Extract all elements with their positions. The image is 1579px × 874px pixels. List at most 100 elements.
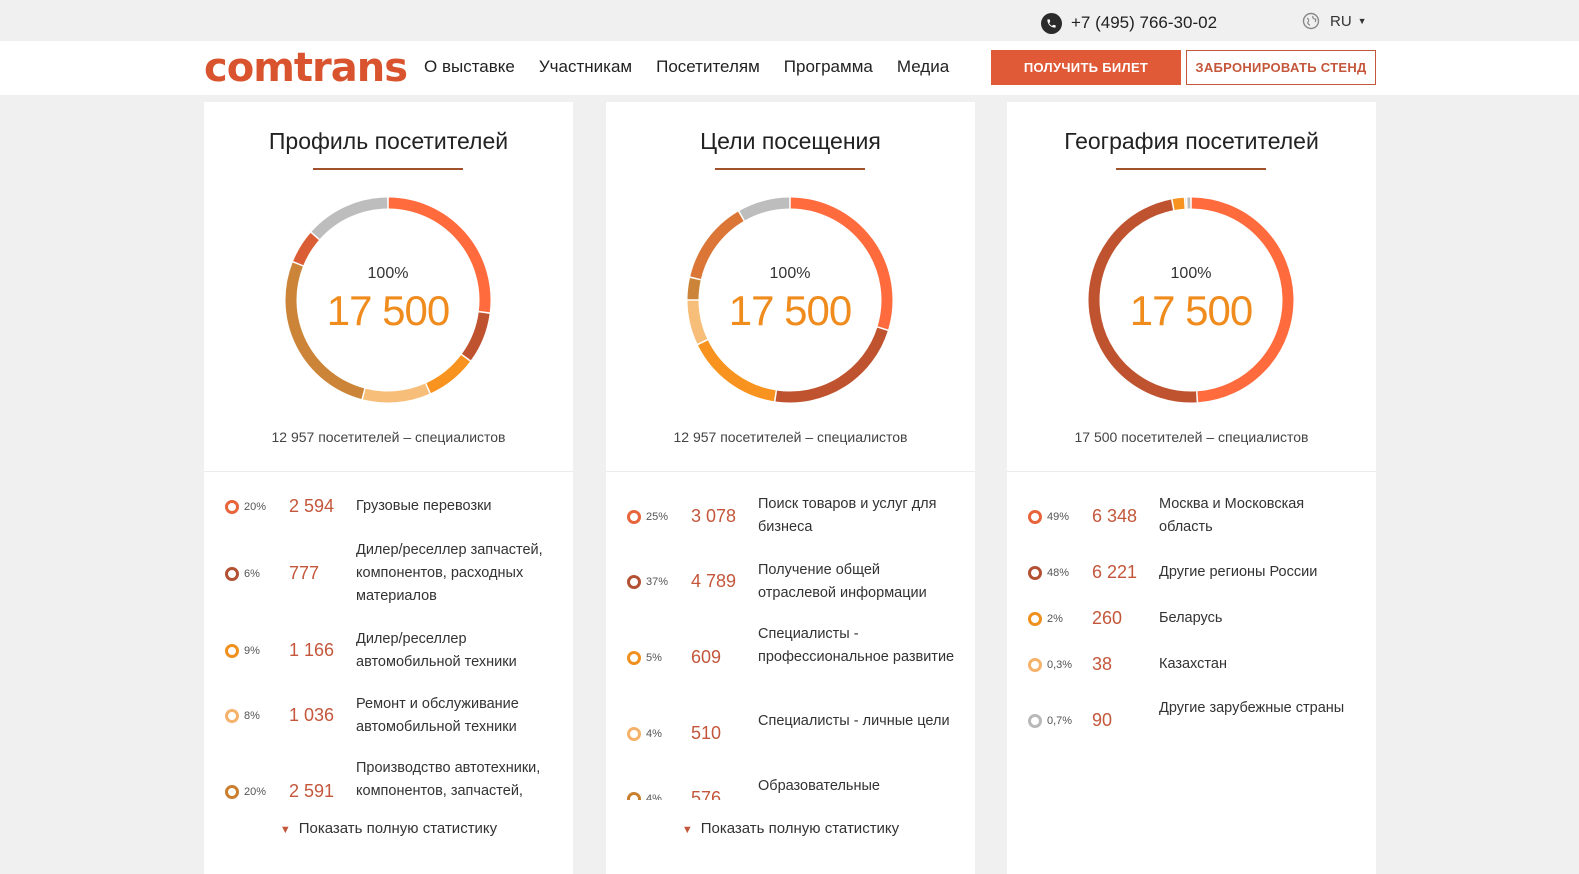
stat-percent: 0,7% — [1047, 715, 1073, 727]
language-switcher[interactable]: RU ▼ — [1302, 12, 1367, 30]
card-title: Профиль посетителей — [268, 128, 509, 154]
stat-label: Производство автотехники, компонентов, з… — [356, 760, 541, 799]
stat-label: Ремонт и обслуживание автомобильной техн… — [356, 696, 519, 735]
phone-contact[interactable]: +7 (495) 766-30-02 — [1041, 11, 1217, 35]
donut-segment[interactable] — [775, 327, 888, 403]
book-stand-button[interactable]: ЗАБРОНИРОВАТЬ СТЕНД — [1186, 50, 1376, 85]
stat-percent: 20% — [244, 786, 267, 798]
donut-chart: 100% 17 500 — [682, 192, 898, 408]
donut-percent: 100% — [1170, 265, 1212, 282]
stat-label: Казахстан — [1159, 656, 1227, 672]
stat-percent: 4% — [646, 728, 662, 740]
donut-segment[interactable] — [687, 300, 708, 344]
legend-dot-icon — [225, 500, 239, 514]
get-ticket-button[interactable]: ПОЛУЧИТЬ БИЛЕТ — [991, 50, 1181, 85]
donut-percent: 100% — [769, 265, 811, 282]
card-title: География посетителей — [1064, 128, 1319, 154]
donut-segment[interactable] — [687, 277, 701, 300]
stat-value: 510 — [691, 723, 722, 743]
legend-dot-icon — [1028, 566, 1042, 580]
main-header: comtrans О выставке Участникам Посетител… — [0, 41, 1579, 95]
donut-segment[interactable] — [739, 197, 790, 221]
stat-value: 777 — [289, 563, 320, 583]
title-underline — [715, 168, 865, 170]
nav-item-exhibitors[interactable]: Участникам — [538, 57, 633, 76]
stat-percent: 6% — [244, 568, 260, 580]
stat-label: Другие регионы России — [1159, 564, 1318, 580]
nav-item-about[interactable]: О выставке — [424, 57, 515, 76]
nav-item-program[interactable]: Программа — [783, 57, 873, 76]
stat-percent: 25% — [646, 511, 669, 523]
chevron-down-icon[interactable]: ▼ — [1357, 16, 1367, 26]
donut-segment[interactable] — [690, 211, 744, 280]
main-nav: О выставке Участникам Посетителям Програ… — [424, 57, 949, 77]
donut-segment[interactable] — [285, 262, 365, 399]
legend-dot-icon — [1028, 658, 1042, 672]
legend-dot-icon — [627, 727, 641, 741]
nav-item-media[interactable]: Медиа — [896, 57, 950, 76]
legend-dot-icon — [225, 567, 239, 581]
donut-chart: 100% 17 500 — [280, 192, 496, 408]
stat-value: 2 591 — [289, 781, 335, 800]
stat-percent: 37% — [646, 576, 669, 588]
donut-segment[interactable] — [1172, 197, 1185, 211]
phone-icon — [1041, 12, 1062, 34]
stat-label: Другие зарубежные страны — [1159, 700, 1345, 716]
donut-segment[interactable] — [388, 197, 491, 313]
donut-segment[interactable] — [790, 197, 893, 330]
phone-number[interactable]: +7 (495) 766-30-02 — [1071, 13, 1218, 32]
stat-label: Дилер/реселлер запчастей, компонентов, р… — [356, 542, 543, 604]
language-label[interactable]: RU — [1330, 12, 1352, 30]
legend-dot-icon — [225, 785, 239, 799]
stat-percent: 9% — [244, 645, 260, 657]
stat-label: Получение общей отраслевой информации — [758, 562, 927, 601]
donut-segment[interactable] — [293, 232, 319, 266]
comtrans-logo[interactable]: comtrans — [204, 45, 408, 91]
specialists-caption: 12 957 посетителей – специалистов — [271, 429, 506, 445]
legend-dot-icon — [1028, 714, 1042, 728]
donut-segment[interactable] — [426, 354, 470, 394]
divider — [1007, 471, 1376, 472]
donut-segment[interactable] — [311, 197, 388, 240]
stat-label: Специалисты - личные цели — [758, 713, 950, 729]
legend-dot-icon — [627, 510, 641, 524]
stat-value: 4 789 — [691, 571, 737, 591]
legend-dot-icon — [627, 575, 641, 589]
triangle-down-icon: ▼ — [681, 824, 693, 836]
divider — [606, 471, 975, 472]
donut-svg — [285, 197, 491, 403]
stat-label: Беларусь — [1159, 610, 1223, 626]
stat-value: 609 — [691, 647, 722, 667]
stat-percent: 2% — [1047, 613, 1063, 625]
legend-dot-icon — [627, 651, 641, 665]
donut-total: 17 500 — [1129, 287, 1253, 334]
stat-label: Москва и Московская область — [1159, 496, 1305, 535]
divider — [204, 471, 573, 472]
show-more-label[interactable]: Показать полную статистику — [700, 820, 900, 837]
stat-list: 49% 6 348 Москва и Московская область 48… — [1007, 472, 1376, 800]
show-full-stats-link[interactable]: ▼ Показать полную статистику — [606, 820, 975, 837]
stat-percent: 8% — [244, 710, 260, 722]
stat-value: 2 594 — [289, 496, 335, 516]
stat-value: 90 — [1092, 710, 1113, 730]
donut-percent: 100% — [367, 265, 409, 282]
globe-icon — [1302, 12, 1320, 30]
donut-segment[interactable] — [698, 340, 776, 402]
donut-segment[interactable] — [1191, 197, 1294, 403]
stat-value: 38 — [1092, 654, 1113, 674]
show-full-stats-link[interactable]: ▼ Показать полную статистику — [204, 820, 573, 837]
stat-value: 576 — [691, 788, 722, 800]
stat-percent: 5% — [646, 652, 662, 664]
nav-item-visitors[interactable]: Посетителям — [656, 57, 760, 76]
donut-total: 17 500 — [326, 287, 450, 334]
visitor-profile-card: Профиль посетителей 100% 17 500 12 957 п… — [204, 102, 573, 874]
show-more-label[interactable]: Показать полную статистику — [298, 820, 498, 837]
title-underline — [1116, 168, 1266, 170]
donut-segment[interactable] — [461, 312, 490, 361]
donut-segment[interactable] — [362, 383, 430, 403]
donut-segment[interactable] — [1088, 199, 1197, 403]
top-bar: +7 (495) 766-30-02 RU ▼ — [0, 5, 1579, 41]
stat-value: 260 — [1092, 608, 1123, 628]
legend-dot-icon — [1028, 612, 1042, 626]
visit-goals-card: Цели посещения 100% 17 500 12 957 посети… — [606, 102, 975, 874]
